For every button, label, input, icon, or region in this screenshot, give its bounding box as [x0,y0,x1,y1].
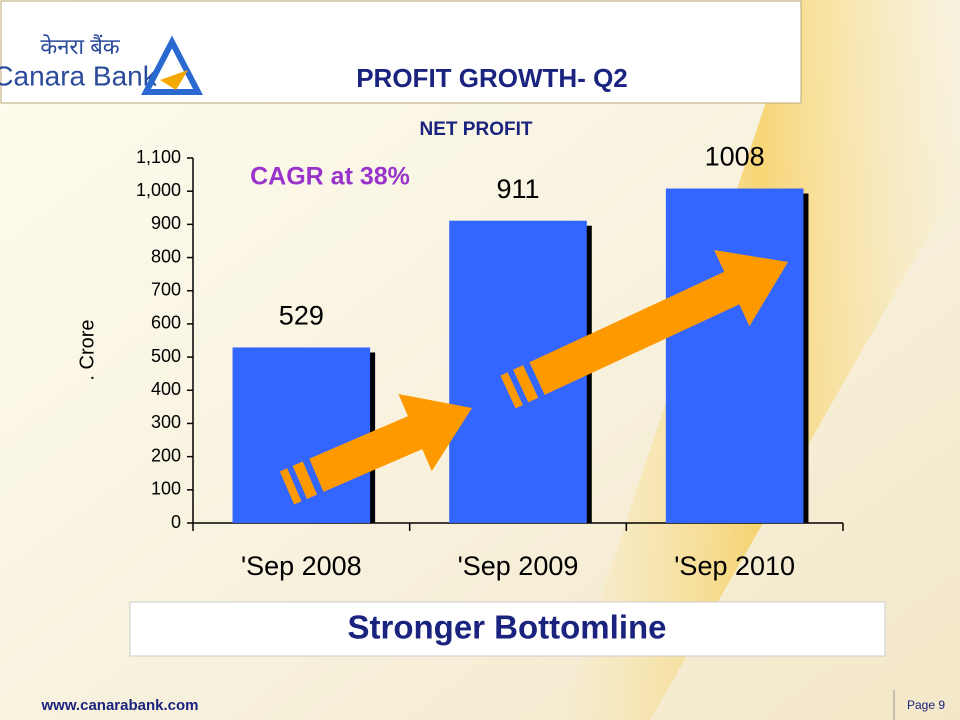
y-tick-label: 200 [151,445,181,465]
arrow-stripe [279,468,302,505]
y-tick-label: 1,000 [136,180,181,200]
arrow [500,250,788,409]
y-tick-label: 700 [151,279,181,299]
y-axis-label: . Crore [76,319,98,380]
logo-name: Canara Bank [0,60,158,91]
y-tick-label: 100 [151,479,181,499]
arrow [279,394,472,505]
banner-box [129,601,886,657]
arrow-stripe [292,461,318,499]
bar [665,188,804,523]
x-tick-label: 'Sep 2008 [241,551,362,581]
logo-hindi: केनरा बैंक [40,34,120,59]
footer-url: www.canarabank.com [40,697,198,714]
arrow-body [309,394,472,492]
arrow-stripe [513,365,539,403]
x-tick-label: 'Sep 2009 [458,551,579,581]
y-tick-label: 300 [151,412,181,432]
slide-title: PROFIT GROWTH- Q2 [356,63,628,93]
footer-page: Page 9 [907,698,945,712]
header-box [0,0,802,104]
arrows [279,250,788,505]
value-label: 529 [279,301,324,331]
y-tick-label: 800 [151,246,181,266]
y-tick-label: 900 [151,213,181,233]
y-tick-label: 0 [171,512,181,532]
logo-icon [141,35,203,95]
chart-title: NET PROFIT [420,119,533,140]
arrow-body [529,250,788,395]
y-tick-label: 600 [151,313,181,333]
arrow-stripe [500,372,523,409]
logo-icon-accent [160,70,188,90]
y-tick-label: 1,100 [136,147,181,167]
y-tick-label: 400 [151,379,181,399]
value-label: 911 [496,174,539,204]
banner-text: Stronger Bottomline [348,609,667,646]
x-tick-label: 'Sep 2010 [674,551,795,581]
value-label: 1008 [705,142,765,172]
annotation: CAGR at 38% [250,163,410,191]
y-tick-label: 500 [151,346,181,366]
bar [232,347,371,523]
